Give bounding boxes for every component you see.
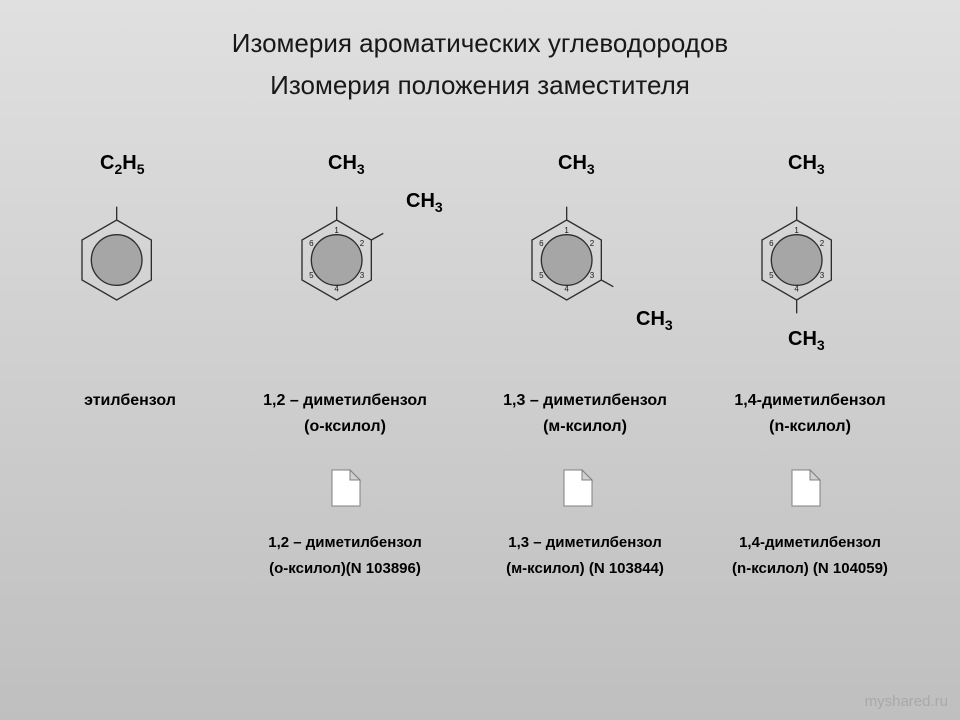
document-icon[interactable] <box>790 468 822 508</box>
reference-entry: 1,3 – диметилбензол(м-ксилол) (N 103844) <box>470 530 700 581</box>
substituent-label: CH3 <box>406 190 443 215</box>
svg-text:1: 1 <box>564 226 569 235</box>
slide-stage: Изомерия ароматических углеводородов Изо… <box>0 0 960 720</box>
svg-text:2: 2 <box>820 239 825 248</box>
svg-text:6: 6 <box>539 239 544 248</box>
svg-text:1: 1 <box>334 226 339 235</box>
svg-text:3: 3 <box>590 271 595 280</box>
svg-text:5: 5 <box>309 271 314 280</box>
compound-name: 1,4-диметилбензол(n-ксилол) <box>700 388 920 439</box>
svg-text:5: 5 <box>539 271 544 280</box>
svg-text:6: 6 <box>309 239 314 248</box>
title-sub: Изомерия положения заместителя <box>0 70 960 101</box>
title-main: Изомерия ароматических углеводородов <box>0 28 960 59</box>
svg-text:3: 3 <box>820 271 825 280</box>
document-icon[interactable] <box>330 468 362 508</box>
compound-name: 1,3 – диметилбензол(м-ксилол) <box>470 388 700 439</box>
substituent-label: CH3 <box>636 308 673 333</box>
molecule-m2: 123456 CH3CH3 <box>290 200 410 320</box>
svg-text:5: 5 <box>769 271 774 280</box>
substituent-label: C2H5 <box>100 152 145 177</box>
molecule-m4: 123456 CH3CH3 <box>750 200 870 320</box>
compound-name: этилбензол <box>60 388 200 414</box>
svg-text:4: 4 <box>334 284 339 293</box>
svg-text:3: 3 <box>360 271 365 280</box>
molecule-m1: C2H5 <box>70 200 190 320</box>
substituent-label: CH3 <box>328 152 365 177</box>
substituent-label: CH3 <box>788 152 825 177</box>
svg-text:2: 2 <box>360 239 365 248</box>
svg-text:1: 1 <box>794 226 799 235</box>
substituent-label: CH3 <box>558 152 595 177</box>
substituent-label: CH3 <box>788 328 825 353</box>
svg-text:4: 4 <box>794 284 799 293</box>
molecule-m3: 123456 CH3CH3 <box>520 200 640 320</box>
svg-text:2: 2 <box>590 239 595 248</box>
svg-text:4: 4 <box>564 284 569 293</box>
reference-entry: 1,2 – диметилбензол(о-ксилол)(N 103896) <box>230 530 460 581</box>
reference-entry: 1,4-диметилбензол(n-ксилол) (N 104059) <box>700 530 920 581</box>
compound-name: 1,2 – диметилбензол(о-ксилол) <box>230 388 460 439</box>
watermark: myshared.ru <box>865 693 948 710</box>
svg-text:6: 6 <box>769 239 774 248</box>
document-icon[interactable] <box>562 468 594 508</box>
